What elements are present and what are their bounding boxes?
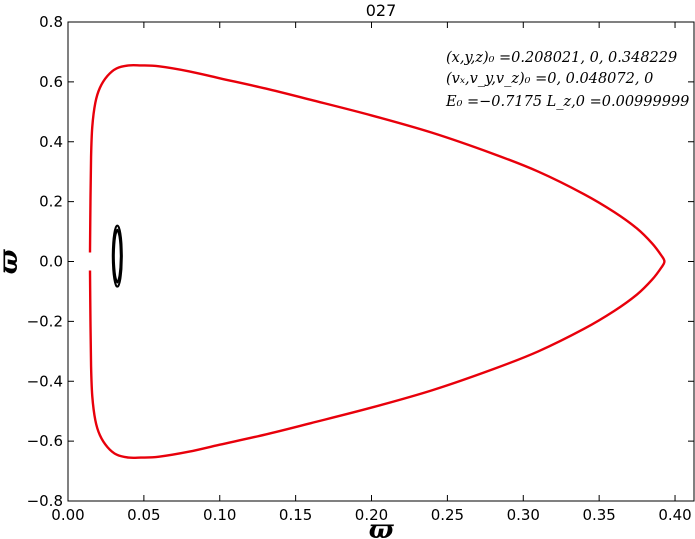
y-axis-label: ϖ̇: [0, 248, 24, 274]
x-tick-label: 0.15: [279, 506, 312, 524]
x-tick-label: 0.40: [658, 506, 691, 524]
y-tick-label: −0.4: [27, 372, 63, 390]
x-tick-label: 0.20: [355, 506, 388, 524]
annotation-line-3: E₀ =−0.7175 L_z,0 =0.00999999: [445, 94, 689, 110]
series-0-line: [88, 63, 666, 460]
y-tick-label: 0.2: [39, 193, 63, 211]
x-tick-label: 0.00: [51, 506, 84, 524]
x-tick-label: 0.05: [127, 506, 160, 524]
axis-ticks: 0.00 0.05 0.10 0.15 0.20 0.25 0.30 0.35 0.40 −0.8…: [27, 13, 694, 524]
y-tick-label: 0.0: [39, 253, 63, 271]
x-tick-label: 0.35: [582, 506, 615, 524]
initial-conditions-annotation: (x,y,z)₀ =0.208021, 0, 0.348229 (vₓ,v_y,…: [445, 50, 689, 110]
y-tick-label: 0.4: [39, 133, 63, 151]
annotation-line-2: (vₓ,v_y,v_z)₀ =0, 0.048072, 0: [446, 71, 653, 87]
y-tick-label: −0.8: [27, 492, 63, 510]
x-axis-label: ϖ: [369, 515, 395, 539]
y-tick-label: 0.8: [39, 13, 63, 31]
series-layer: [88, 63, 666, 460]
y-tick-label: −0.2: [27, 312, 63, 330]
x-tick-label: 0.30: [507, 506, 540, 524]
series-2-line: [112, 228, 122, 284]
x-tick-label: 0.25: [431, 506, 464, 524]
plot-frame: [67, 21, 695, 502]
y-tick-label: 0.6: [39, 73, 63, 91]
annotation-line-1: (x,y,z)₀ =0.208021, 0, 0.348229: [446, 50, 677, 66]
chart-title: 027: [366, 1, 397, 20]
series-1-line: [111, 224, 123, 288]
y-tick-label: −0.6: [27, 432, 63, 450]
x-tick-label: 0.10: [203, 506, 236, 524]
